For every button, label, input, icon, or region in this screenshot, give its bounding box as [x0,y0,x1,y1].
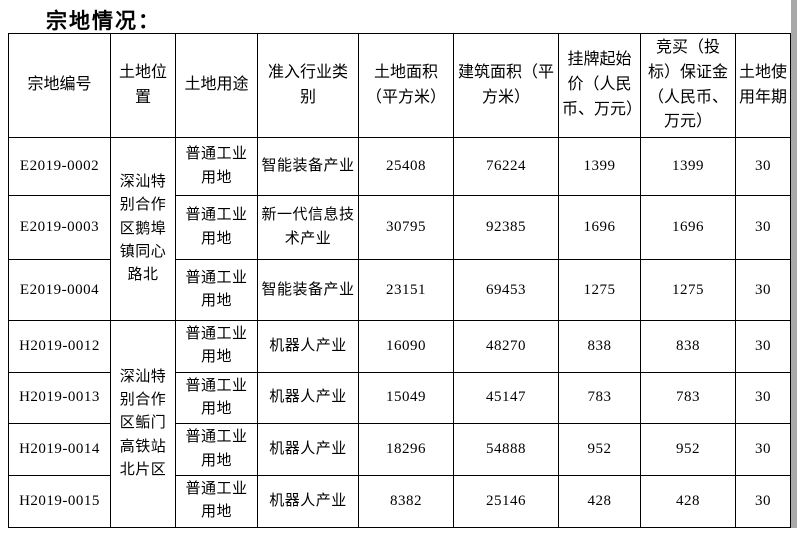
cell-land-use: 普通工业用地 [175,137,258,197]
table-row: H2019-0012 深汕特别合作区鲘门高铁站北片区 普通工业用地 机器人产业 … [8,320,791,528]
window-edge-strip [791,0,797,528]
cell-land-use: 普通工业用地 [175,259,258,322]
cell-building-area: 25146 [453,475,559,528]
cell-tenure: 30 [735,320,791,373]
header-industry: 准入行业类别 [257,32,359,139]
cell-land-area: 18296 [358,423,454,477]
cell-deposit: 1696 [640,195,736,261]
cell-parcel-id: H2019-0014 [8,423,111,477]
cell-industry: 智能装备产业 [257,137,359,197]
cell-deposit: 1275 [640,259,736,322]
cell-industry: 机器人产业 [257,475,359,528]
table-row: E2019-0002 深汕特别合作区鹅埠镇同心路北 普通工业用地 智能装备产业 … [8,137,791,322]
cell-parcel-id: E2019-0004 [8,259,111,322]
cell-tenure: 30 [735,259,791,322]
cell-deposit: 952 [640,423,736,477]
table-row: E2019-0003 普通工业用地 新一代信息技术产业 30795 92385 … [8,195,791,261]
header-location: 土地位置 [110,32,176,139]
cell-tenure: 30 [735,475,791,528]
cell-parcel-id: H2019-0012 [8,320,111,373]
cell-land-area: 25408 [358,137,454,197]
cell-start-price: 783 [558,371,641,425]
cell-deposit: 783 [640,371,736,425]
cell-location-group-2: 深汕特别合作区鲘门高铁站北片区 [110,320,176,528]
cell-land-use: 普通工业用地 [175,320,258,373]
cell-industry: 机器人产业 [257,371,359,425]
table-row: H2019-0013 普通工业用地 机器人产业 15049 45147 783 … [8,371,791,425]
cell-building-area: 45147 [453,371,559,425]
page-title: 宗地情况： [46,9,161,33]
table-header-row: 宗地编号 土地位置 土地用途 准入行业类别 土地面积（平方米） 建筑面积（平方米… [8,32,791,139]
header-deposit: 竞买（投标）保证金（人民币、万元） [640,32,736,139]
cell-land-area: 30795 [358,195,454,261]
table-row: H2019-0015 普通工业用地 机器人产业 8382 25146 428 4… [8,475,791,528]
header-land-area: 土地面积（平方米） [358,32,454,139]
header-parcel-id: 宗地编号 [8,32,111,139]
cell-start-price: 952 [558,423,641,477]
table-row: E2019-0004 普通工业用地 智能装备产业 23151 69453 127… [8,259,791,322]
cell-tenure: 30 [735,371,791,425]
cell-building-area: 92385 [453,195,559,261]
cell-parcel-id: H2019-0015 [8,475,111,528]
cell-industry: 机器人产业 [257,320,359,373]
cell-land-use: 普通工业用地 [175,423,258,477]
cell-start-price: 428 [558,475,641,528]
cell-parcel-id: H2019-0013 [8,371,111,425]
cell-tenure: 30 [735,137,791,197]
cell-parcel-id: E2019-0002 [8,137,111,197]
cell-start-price: 1696 [558,195,641,261]
cell-parcel-id: E2019-0003 [8,195,111,261]
cell-land-use: 普通工业用地 [175,195,258,261]
cell-location-group-1: 深汕特别合作区鹅埠镇同心路北 [110,137,176,322]
cell-building-area: 69453 [453,259,559,322]
header-land-use: 土地用途 [175,32,258,139]
cell-tenure: 30 [735,423,791,477]
cell-start-price: 838 [558,320,641,373]
header-start-price: 挂牌起始价（人民币、万元） [558,32,641,139]
parcel-table: 宗地编号 土地位置 土地用途 准入行业类别 土地面积（平方米） 建筑面积（平方米… [8,32,791,528]
cell-start-price: 1399 [558,137,641,197]
cell-building-area: 48270 [453,320,559,373]
cell-building-area: 54888 [453,423,559,477]
cell-land-use: 普通工业用地 [175,475,258,528]
cell-building-area: 76224 [453,137,559,197]
header-building-area: 建筑面积（平方米） [453,32,559,139]
cell-land-area: 8382 [358,475,454,528]
cell-deposit: 838 [640,320,736,373]
cell-start-price: 1275 [558,259,641,322]
cell-land-area: 16090 [358,320,454,373]
cell-deposit: 1399 [640,137,736,197]
cell-industry: 新一代信息技术产业 [257,195,359,261]
cell-land-area: 15049 [358,371,454,425]
cell-deposit: 428 [640,475,736,528]
cell-industry: 智能装备产业 [257,259,359,322]
cell-industry: 机器人产业 [257,423,359,477]
header-tenure: 土地使用年期 [735,32,791,139]
cell-tenure: 30 [735,195,791,261]
cell-land-use: 普通工业用地 [175,371,258,425]
table-row: H2019-0014 普通工业用地 机器人产业 18296 54888 952 … [8,423,791,477]
cell-land-area: 23151 [358,259,454,322]
